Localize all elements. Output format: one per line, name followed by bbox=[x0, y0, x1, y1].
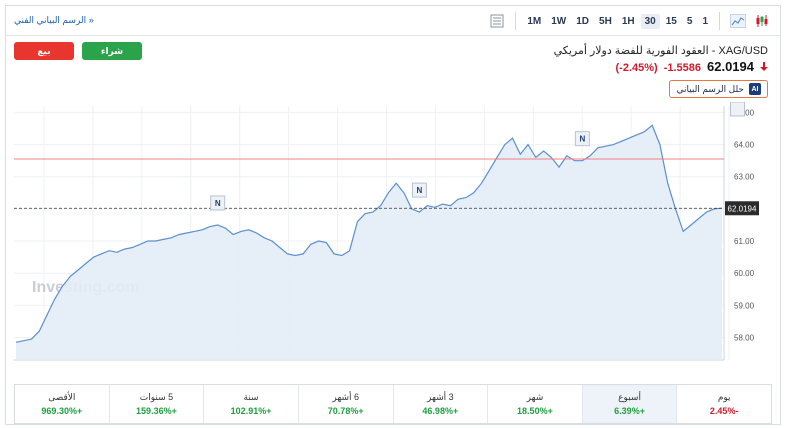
timeframe-1[interactable]: 1 bbox=[702, 15, 708, 27]
chart-widget: الرسم البياني الفني » 1M 1W 1D 5H 1H 30 15 5 1 ب… bbox=[5, 5, 781, 425]
timeframe-selector: 1M 1W 1D 5H 1H 30 15 5 1 bbox=[522, 13, 713, 29]
timeframe-1m[interactable]: 1M bbox=[527, 15, 542, 27]
period-cell[interactable]: الأقصى +969.30% bbox=[15, 385, 109, 423]
news-marker[interactable] bbox=[730, 101, 746, 117]
y-tick-label: 61.00 bbox=[734, 237, 755, 246]
period-label: 6 أشهر bbox=[332, 392, 360, 402]
performance-periods: يوم -2.45% أسبوع +6.39% شهر +18.50% 3 أشهر +46.… bbox=[14, 384, 772, 424]
news-marker[interactable] bbox=[411, 182, 427, 198]
period-change: +102.91% bbox=[230, 406, 272, 416]
period-label: سنة bbox=[243, 392, 259, 402]
instrument-title: XAG/USD - العقود الفورية للفضة دولار أمر… bbox=[553, 45, 768, 57]
timeframe-1d[interactable]: 1D bbox=[576, 15, 590, 27]
price-chart[interactable]: 65.0064.0063.0062.0061.0060.0059.0058.00… bbox=[14, 95, 774, 374]
technical-chart-link[interactable]: الرسم البياني الفني » bbox=[14, 15, 94, 25]
period-cell[interactable]: 3 أشهر +46.98% bbox=[392, 385, 488, 423]
period-label: 3 أشهر bbox=[426, 392, 454, 402]
period-cell[interactable]: 6 أشهر +70.78% bbox=[297, 385, 393, 423]
period-change: +46.98% bbox=[422, 406, 459, 416]
table-icon[interactable] bbox=[488, 12, 506, 30]
period-label: يوم bbox=[717, 392, 731, 402]
price-chart-svg: 65.0064.0063.0062.0061.0060.0059.0058.00… bbox=[14, 95, 759, 374]
period-label: 5 سنوات bbox=[139, 392, 174, 402]
down-arrow-icon bbox=[760, 62, 768, 74]
period-label: شهر bbox=[526, 392, 544, 402]
period-label: الأقصى bbox=[48, 392, 76, 402]
area-chart-icon[interactable] bbox=[729, 12, 747, 30]
period-change: +159.36% bbox=[136, 406, 177, 416]
timeframe-5h[interactable]: 5H bbox=[599, 15, 612, 27]
buy-button[interactable]: شراء bbox=[82, 42, 142, 60]
y-tick-label: 58.00 bbox=[734, 333, 755, 342]
period-cell[interactable]: 5 سنوات +159.36% bbox=[108, 385, 204, 423]
news-marker[interactable] bbox=[574, 131, 590, 147]
timeframe-5[interactable]: 5 bbox=[686, 15, 693, 27]
last-price-label: 62.0194 bbox=[728, 204, 757, 213]
period-change: +18.50% bbox=[517, 406, 553, 416]
news-marker-label: N bbox=[215, 199, 221, 208]
price-change: -1.5586 bbox=[663, 62, 701, 74]
y-tick-label: 63.00 bbox=[734, 173, 755, 182]
news-marker[interactable] bbox=[210, 195, 226, 211]
news-marker-label: N bbox=[417, 186, 423, 195]
period-label: أسبوع bbox=[618, 392, 641, 402]
period-change: +70.78% bbox=[327, 406, 364, 416]
last-price: 62.0194 bbox=[707, 59, 754, 74]
y-tick-label: 59.00 bbox=[734, 301, 755, 310]
sell-button[interactable]: بيع bbox=[14, 42, 74, 60]
toolbar-controls: 1M 1W 1D 5H 1H 30 15 5 1 bbox=[485, 11, 774, 31]
period-change: +969.30% bbox=[41, 406, 83, 416]
price-change-percent: (-2.45%) bbox=[615, 62, 658, 74]
y-tick-label: 60.00 bbox=[734, 269, 755, 278]
period-cell[interactable]: سنة +102.91% bbox=[203, 385, 298, 423]
period-cell[interactable]: أسبوع +6.39% bbox=[581, 385, 677, 423]
period-change: +6.39% bbox=[614, 406, 645, 416]
chart-toolbar: الرسم البياني الفني » 1M 1W 1D 5H 1H 30 15 5 1 bbox=[6, 6, 780, 36]
price-line bbox=[15, 124, 723, 343]
period-cell[interactable]: شهر +18.50% bbox=[487, 385, 582, 423]
timeframe-1w[interactable]: 1W bbox=[551, 15, 567, 27]
analyze-chart-button[interactable]: حلل الرسم البياني AI bbox=[669, 80, 768, 98]
analyze-chart-label: حلل الرسم البياني bbox=[676, 83, 744, 94]
period-change: -2.45% bbox=[709, 406, 739, 416]
ai-icon: AI bbox=[749, 83, 761, 95]
timeframe-1h[interactable]: 1H bbox=[621, 15, 635, 27]
period-cell[interactable]: يوم -2.45% bbox=[676, 385, 771, 423]
news-marker-label: N bbox=[579, 135, 585, 144]
toolbar-divider bbox=[515, 12, 517, 30]
price-area bbox=[16, 125, 722, 360]
candlestick-icon[interactable] bbox=[753, 12, 771, 30]
last-price-tag bbox=[725, 201, 759, 216]
timeframe-30[interactable]: 30 bbox=[640, 13, 660, 29]
news-marker-label: N bbox=[735, 102, 741, 104]
timeframe-15[interactable]: 15 bbox=[665, 15, 677, 27]
y-tick-label: 64.00 bbox=[734, 141, 755, 150]
price-row: (-2.45%) -1.5586 62.0194 bbox=[615, 59, 768, 74]
toolbar-divider bbox=[719, 12, 720, 30]
